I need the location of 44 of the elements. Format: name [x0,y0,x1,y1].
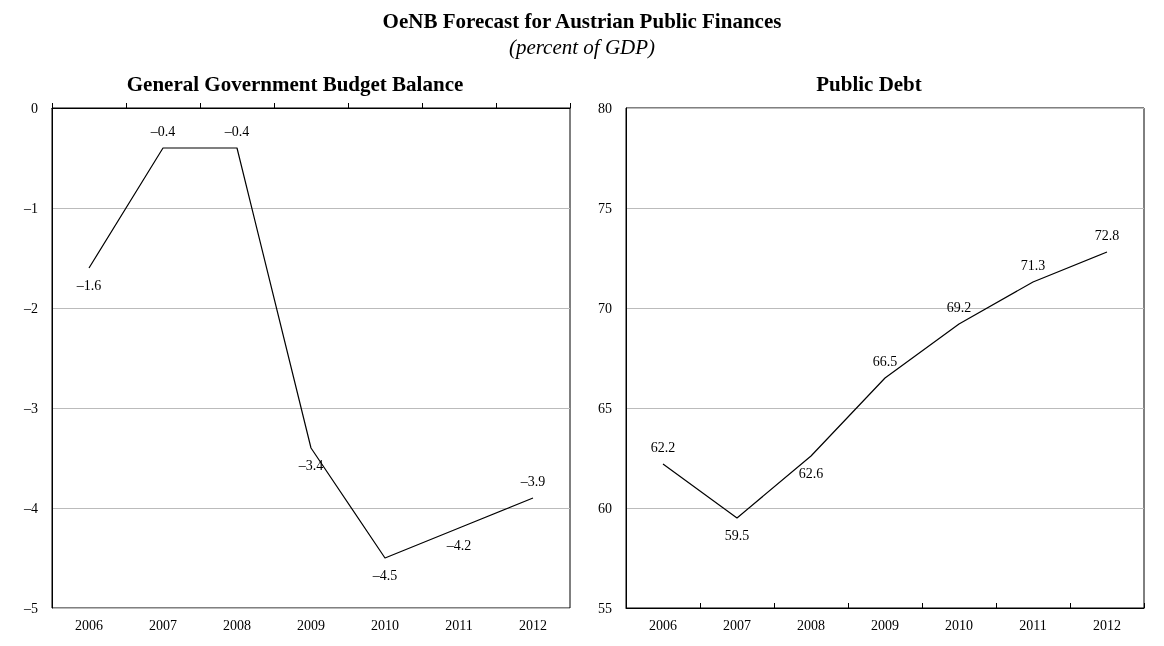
y-tick-label: 65 [598,400,612,416]
data-label: –3.9 [519,473,546,489]
data-label: –0.4 [223,123,250,139]
x-tick-label: 2006 [75,617,103,633]
x-tick-label: 2007 [149,617,177,633]
y-tick-label: –3 [23,400,38,416]
y-tick-label: 0 [31,100,38,116]
y-tick-label: 80 [598,100,612,116]
x-tick-label: 2009 [871,617,899,633]
y-tick-label: –2 [23,300,38,316]
x-tick-label: 2008 [797,617,825,633]
data-label: 66.5 [872,353,898,369]
x-tick-label: 2007 [723,617,751,633]
chart-title: Public Debt [816,71,922,96]
data-label: –0.4 [149,123,176,139]
y-tick-label: 60 [598,500,612,516]
data-label: 72.8 [1094,227,1120,243]
data-label: –3.4 [297,457,324,473]
y-tick-label: 75 [598,200,612,216]
data-label: –4.5 [371,567,398,583]
data-label: 59.5 [724,527,750,543]
data-label: 69.2 [946,299,972,315]
y-tick-label: 70 [598,300,612,316]
x-tick-label: 2010 [371,617,399,633]
x-tick-label: 2010 [945,617,973,633]
text: (percent of GDP) [507,34,657,60]
x-tick-label: 2011 [445,617,473,633]
data-label: –4.2 [445,537,472,553]
y-tick-label: –5 [23,600,38,616]
text: OeNB Forecast for Austrian Public Finances [381,8,783,34]
chart-title: General Government Budget Balance [126,71,464,96]
data-label: 71.3 [1020,257,1046,273]
x-tick-label: 2012 [1093,617,1121,633]
x-tick-label: 2009 [297,617,325,633]
data-label: –1.6 [75,277,102,293]
y-tick-label: 55 [598,600,612,616]
x-tick-label: 2012 [519,617,547,633]
x-tick-label: 2006 [649,617,677,633]
y-tick-label: –1 [23,200,38,216]
data-label: 62.6 [798,465,824,481]
x-tick-label: 2008 [223,617,251,633]
y-tick-label: –4 [23,500,38,516]
x-tick-label: 2011 [1019,617,1047,633]
data-label: 62.2 [650,439,676,455]
